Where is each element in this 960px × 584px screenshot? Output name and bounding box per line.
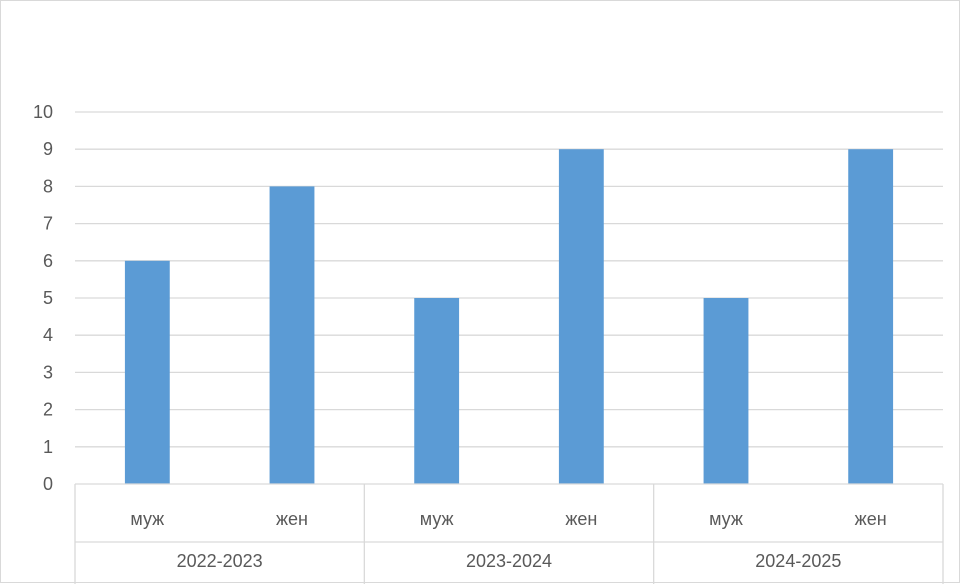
category-label: муж: [709, 509, 743, 529]
y-tick-label: 7: [43, 214, 53, 234]
bar-0-0: [124, 260, 170, 484]
bars: [124, 149, 894, 484]
bar-0-1: [269, 186, 315, 484]
bar-2-1: [848, 149, 894, 484]
y-tick-label: 10: [33, 102, 53, 122]
y-tick-label: 0: [43, 474, 53, 494]
bar-2-0: [703, 298, 749, 484]
group-label: 2024-2025: [755, 551, 841, 571]
y-axis-tick-labels: 0 1 2 3 4 5 6 7 8 9 10: [33, 102, 53, 494]
x-axis: муж жен 2022-2023 муж жен 2023-2024 муж жен 2024…: [74, 483, 944, 584]
group-label: 2023-2024: [466, 551, 552, 571]
y-tick-label: 3: [43, 362, 53, 382]
y-tick-label: 6: [43, 251, 53, 271]
category-label: муж: [130, 509, 164, 529]
group-label: 2022-2023: [177, 551, 263, 571]
bar-1-1: [558, 149, 604, 484]
bar-1-0: [414, 298, 460, 484]
y-tick-label: 2: [43, 400, 53, 420]
y-tick-label: 9: [43, 139, 53, 159]
gridlines: [75, 111, 943, 448]
category-label: жен: [276, 509, 308, 529]
category-label: муж: [420, 509, 454, 529]
category-label: жен: [855, 509, 887, 529]
y-tick-label: 5: [43, 288, 53, 308]
y-tick-label: 1: [43, 437, 53, 457]
y-tick-label: 8: [43, 176, 53, 196]
category-label: жен: [565, 509, 597, 529]
y-tick-label: 4: [43, 325, 53, 345]
